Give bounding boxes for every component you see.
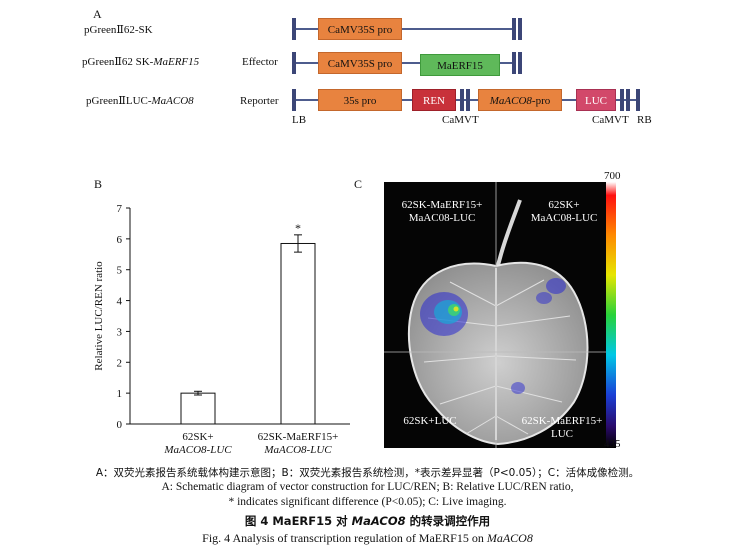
bar [280,242,316,425]
y-tick-label: 1 [117,388,123,400]
y-tick-label: 5 [117,265,123,277]
backbone-line-2 [296,62,512,64]
camvt-label-1: CaMVT [442,114,479,126]
construct-name-text: pGreenⅡ62 SK- [82,56,154,68]
construct-gene-italic: MaERF15 [153,56,200,68]
panel-c-label: C [354,177,363,191]
x-category-label-line2: MaACO8-LUC [263,444,332,456]
panel-a-label: A [93,7,102,21]
35s-pro-box: 35s pro [318,89,402,111]
luminescence-spot-weak [511,278,566,394]
rb-label: RB [637,114,652,126]
rb-border-2a [512,52,516,74]
live-imaging-panel: 62SK-MaERF15+ MaAC08-LUC 62SK+ MaAC08-LU… [384,170,621,448]
quadrant-top-right-line1: 62SK+ [548,199,579,211]
figure-title-english: Fig. 4 Analysis of transcription regulat… [0,531,735,546]
figure-title-chinese: 图 4 MaERF15 对 MaACO8 的转录调控作用 [0,513,735,529]
x-category-label-line2: MaACO8-LUC [163,444,232,456]
construct-gene-italic: MaACO8 [151,95,194,107]
bar [180,392,216,425]
luc-gene-box: LUC [576,89,616,111]
effector-role-label: Effector [242,56,278,68]
camvt-terminator-2b [626,89,630,111]
lb-border-1 [292,18,296,40]
quadrant-bottom-right-line2: LUC [551,428,573,440]
title-cn-gene: MaACO8 [351,514,406,528]
camvt-terminator-1b [466,89,470,111]
maaco8-promoter-box: MaACO8-pro [478,89,562,111]
caption-chinese: A：双荧光素报告系统载体构建示意图；B：双荧光素报告系统检测，*表示差异显著（P… [95,467,640,479]
camv35s-pro-box-2: CaMV35S pro [318,52,402,74]
y-tick-label: 4 [117,296,123,308]
rb-border-1b [518,18,522,40]
camvt-label-2: CaMVT [592,114,629,126]
lb-label: LB [292,114,307,126]
panel-b-label: B [94,177,103,191]
camv35s-pro-box-1: CaMV35S pro [318,18,402,40]
backbone-line-1 [296,28,512,30]
caption-english-line1: A: Schematic diagram of vector construct… [161,481,574,493]
construct-name-effector: pGreenⅡ62 SK-MaERF15 [82,56,199,68]
title-en-gene: MaACO8 [486,531,533,545]
luminescence-spot-strong [420,292,468,336]
rb-border-2b [518,52,522,74]
quadrant-top-left-line1: 62SK-MaERF15+ [402,199,483,211]
construct-name-reporter: pGreenⅡLUC-MaACO8 [86,95,194,107]
x-category-label-line1: 62SK-MaERF15+ [258,431,339,443]
lb-border-3 [292,89,296,111]
quadrant-top-right-line2: MaAC08-LUC [531,212,598,224]
lb-border-2 [292,52,296,74]
x-category-label-line1: 62SK+ [182,431,213,443]
significance-marker: * [295,221,301,235]
y-tick-label: 6 [117,234,123,246]
y-tick-label: 3 [117,326,123,338]
caption-english-line2: * indicates significant difference (P<0.… [228,496,507,508]
camvt-terminator-2a [620,89,624,111]
quadrant-top-left-line2: MaAC08-LUC [409,212,476,224]
scale-max-label: 700 [604,170,621,182]
rb-border-3 [636,89,640,111]
title-en-prefix: Fig. 4 Analysis of transcription regulat… [202,531,487,545]
reporter-role-label: Reporter [240,95,279,107]
title-cn-suffix: 的转录调控作用 [405,514,491,528]
construct-name-62sk: pGreenⅡ62-SK [84,24,153,36]
maaco8-pro-suffix: -pro [531,95,551,107]
quadrant-bottom-left-line1: 62SK+LUC [403,415,456,427]
construct-name-text: pGreenⅡ62-SK [84,24,153,36]
y-axis-label: Relative LUC/REN ratio [93,261,105,371]
construct-name-text: pGreenⅡLUC- [86,95,152,107]
intensity-color-scale [606,182,616,448]
rb-border-1a [512,18,516,40]
maerf15-gene-box: MaERF15 [420,54,500,76]
y-tick-label: 2 [117,357,123,369]
camvt-terminator-1a [460,89,464,111]
y-tick-label: 0 [117,419,123,431]
ren-gene-box: REN [412,89,456,111]
scale-min-label: 435 [604,438,621,448]
y-tick-label: 7 [117,203,123,215]
maaco8-pro-italic: MaACO8 [489,95,532,107]
title-cn-prefix: 图 4 MaERF15 对 [244,514,352,528]
quadrant-bottom-right-line1: 62SK-MaERF15+ [522,415,603,427]
